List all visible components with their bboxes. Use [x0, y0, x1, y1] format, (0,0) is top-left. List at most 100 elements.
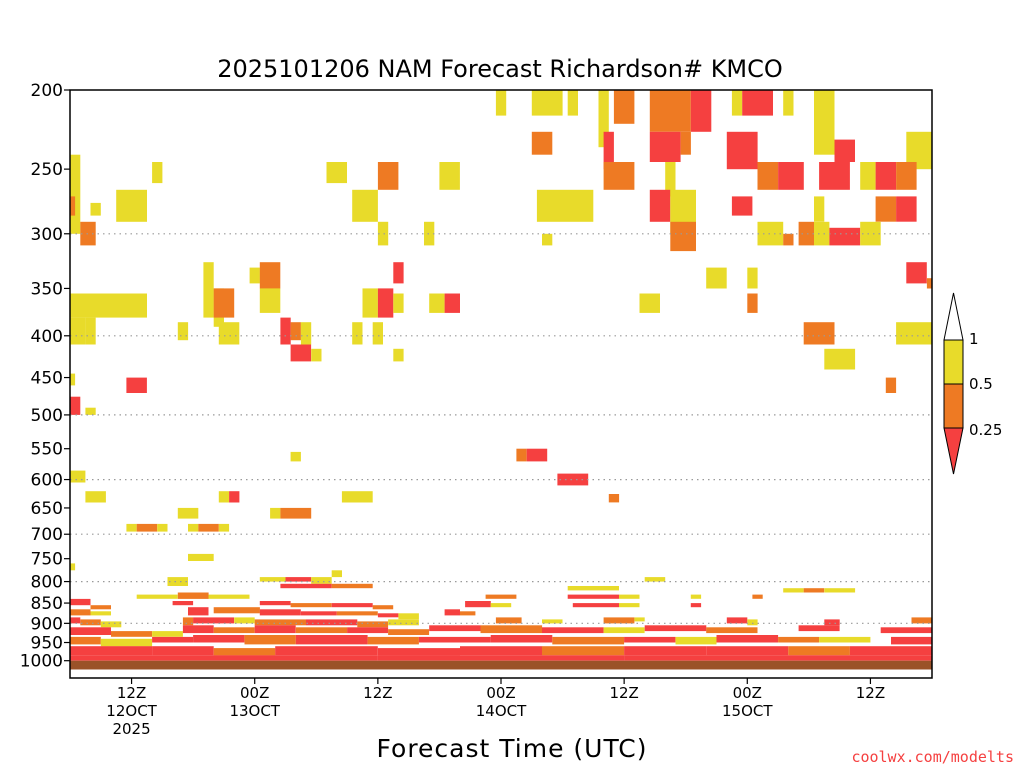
ri-patch-mid [254, 619, 306, 626]
ri-patch-mid [357, 621, 389, 628]
ri-patch-high [188, 523, 199, 532]
ri-patch-mid [290, 322, 301, 341]
ri-patch-low [896, 196, 917, 222]
ri-patch-high [814, 221, 830, 246]
ri-patch-mid [336, 611, 378, 616]
ri-patch-high [70, 470, 86, 483]
ri-patch-mid [911, 617, 932, 624]
ri-patch-high [536, 189, 594, 222]
ri-patch-high [747, 619, 758, 626]
ri-patch-low [377, 648, 460, 656]
y-tick-label: 900 [31, 614, 63, 634]
ri-patch-mid [752, 594, 763, 599]
ri-patch-low [290, 344, 312, 362]
ri-patch-low [880, 627, 932, 634]
ri-patch-low [690, 603, 702, 608]
ri-patch-low [259, 609, 301, 616]
ri-patch-high [341, 491, 373, 503]
ri-patch-mid [778, 636, 820, 643]
ri-patch-mid [213, 648, 276, 656]
x-tick-label: 12Z [609, 684, 638, 702]
ri-patch-low [444, 609, 460, 616]
ri-patch-high [896, 322, 932, 345]
ri-patch-mid [788, 646, 850, 656]
ri-patch-high [70, 317, 86, 345]
ri-patch-high [429, 293, 445, 313]
y-tick-label: 350 [31, 279, 63, 299]
ri-patch-high [208, 594, 250, 599]
y-tick-label: 200 [31, 81, 63, 101]
ri-patch-mid [377, 162, 399, 190]
ri-patch-high [388, 619, 419, 626]
ri-patch-mid [367, 636, 419, 645]
ri-patch-low [152, 646, 214, 656]
ri-patch-mid [136, 523, 158, 532]
ri-patch-high [116, 189, 147, 222]
ri-patch-mid [485, 594, 517, 599]
ri-patch-mid [70, 636, 101, 645]
ri-patch-high [70, 373, 76, 386]
ri-patch-high [70, 563, 76, 571]
ri-patch-high [311, 348, 322, 362]
ri-patch-low [891, 636, 932, 645]
ri-patch-low [152, 636, 194, 643]
ri-patch-low [444, 293, 460, 313]
ri-patch-high [300, 322, 312, 345]
ri-patch-low [624, 646, 707, 656]
ri-patch-high [177, 322, 189, 341]
data-patches [70, 90, 932, 670]
ri-patch-low [377, 288, 394, 318]
ri-patch-high [249, 267, 260, 284]
ri-patch-low [429, 625, 481, 632]
ri-patch-mid [757, 162, 778, 190]
ri-patch-high [542, 619, 563, 624]
ri-patch-high [706, 267, 727, 289]
y-tick-label: 850 [31, 594, 63, 614]
ri-patch-low [460, 646, 543, 656]
ri-patch-high [783, 588, 804, 593]
ri-patch-low [490, 635, 553, 643]
ri-patch-low [229, 491, 240, 503]
ri-patch-high [619, 603, 640, 608]
ri-patch-low [182, 625, 214, 634]
ri-patch-high [824, 348, 856, 370]
ri-patch-mid [603, 617, 635, 624]
ri-patch-high [218, 322, 240, 345]
y-axis: 200 250 300 350 400 450 500 550 600 650 700 750 8008… [20, 81, 70, 672]
ri-patch-mid [649, 90, 691, 132]
ri-patch-mid [613, 90, 635, 124]
ri-patch-high [690, 594, 702, 599]
ri-patch-low [716, 635, 779, 643]
ri-patch-low [706, 646, 789, 656]
ri-patch-mid [244, 635, 296, 645]
ri-patch-mid [680, 131, 691, 155]
colorbar-bottom-arrow [943, 427, 964, 475]
ri-patch-low [347, 627, 389, 634]
ri-patch-mid [516, 448, 527, 462]
ri-patch-mid [70, 609, 91, 616]
ri-patch-high [218, 491, 230, 503]
ri-patch-high [290, 451, 301, 462]
ri-patch-low [572, 603, 619, 608]
ri-patch-low [70, 396, 81, 415]
x-tick-label: 2025 [112, 720, 150, 738]
ri-patch-high [757, 221, 784, 246]
ri-patch-mid [177, 592, 209, 599]
x-tick-label: 12Z [117, 684, 146, 702]
ri-patch-mid [295, 627, 348, 634]
ri-patch-low [557, 473, 589, 486]
colorbar-label: 0.25 [969, 421, 1002, 439]
ri-patch-low [70, 627, 111, 635]
ri-patch-low [726, 617, 748, 624]
ri-patch-high [393, 348, 404, 362]
ri-patch-mid [803, 322, 835, 345]
ri-patch-low [377, 613, 399, 618]
x-tick-label: 00Z [240, 684, 269, 702]
y-tick-label: 500 [31, 406, 63, 426]
ri-patch-low [418, 636, 491, 643]
ri-patch-mid [280, 507, 312, 519]
ri-patch-low [603, 131, 614, 170]
colorbar-label: 0.5 [969, 375, 993, 393]
ri-patch-high [675, 636, 717, 645]
ri-patch-mid [331, 583, 373, 589]
